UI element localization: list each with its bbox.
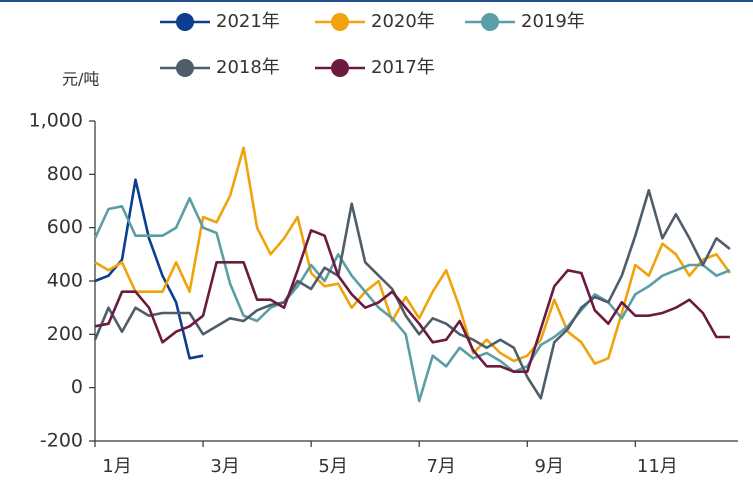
series-line (94, 229, 730, 373)
series-line (94, 146, 731, 365)
x-tick-label: 9月 (535, 456, 564, 477)
y-tick-label: 200 (47, 323, 83, 345)
series-line (94, 178, 204, 360)
legend-label: 2017年 (371, 57, 435, 78)
legend-label: 2020年 (371, 11, 435, 32)
legend-marker (176, 13, 194, 31)
y-tick-label: -200 (40, 430, 83, 452)
y-tick-label: 1,000 (29, 110, 83, 132)
x-tick-label: 3月 (210, 456, 239, 477)
y-tick-label: 0 (71, 376, 83, 398)
legend-label: 2021年 (216, 11, 280, 32)
x-tick-label: 7月 (426, 456, 455, 477)
legend-marker (481, 13, 499, 31)
x-tick-label: 5月 (318, 456, 347, 477)
legend-label: 2019年 (521, 11, 585, 32)
legend-marker (331, 59, 349, 77)
y-tick-label: 400 (47, 270, 83, 292)
y-axis-label: 元/吨 (62, 70, 99, 89)
legend-marker (331, 13, 349, 31)
legend-label: 2018年 (216, 57, 280, 78)
series-line (93, 189, 731, 400)
x-tick-label: 11月 (637, 456, 678, 477)
legend-marker (176, 59, 194, 77)
y-tick-label: 600 (47, 216, 83, 238)
y-tick-label: 800 (47, 163, 83, 185)
series-line (93, 197, 731, 403)
x-tick-label: 1月 (102, 456, 131, 477)
